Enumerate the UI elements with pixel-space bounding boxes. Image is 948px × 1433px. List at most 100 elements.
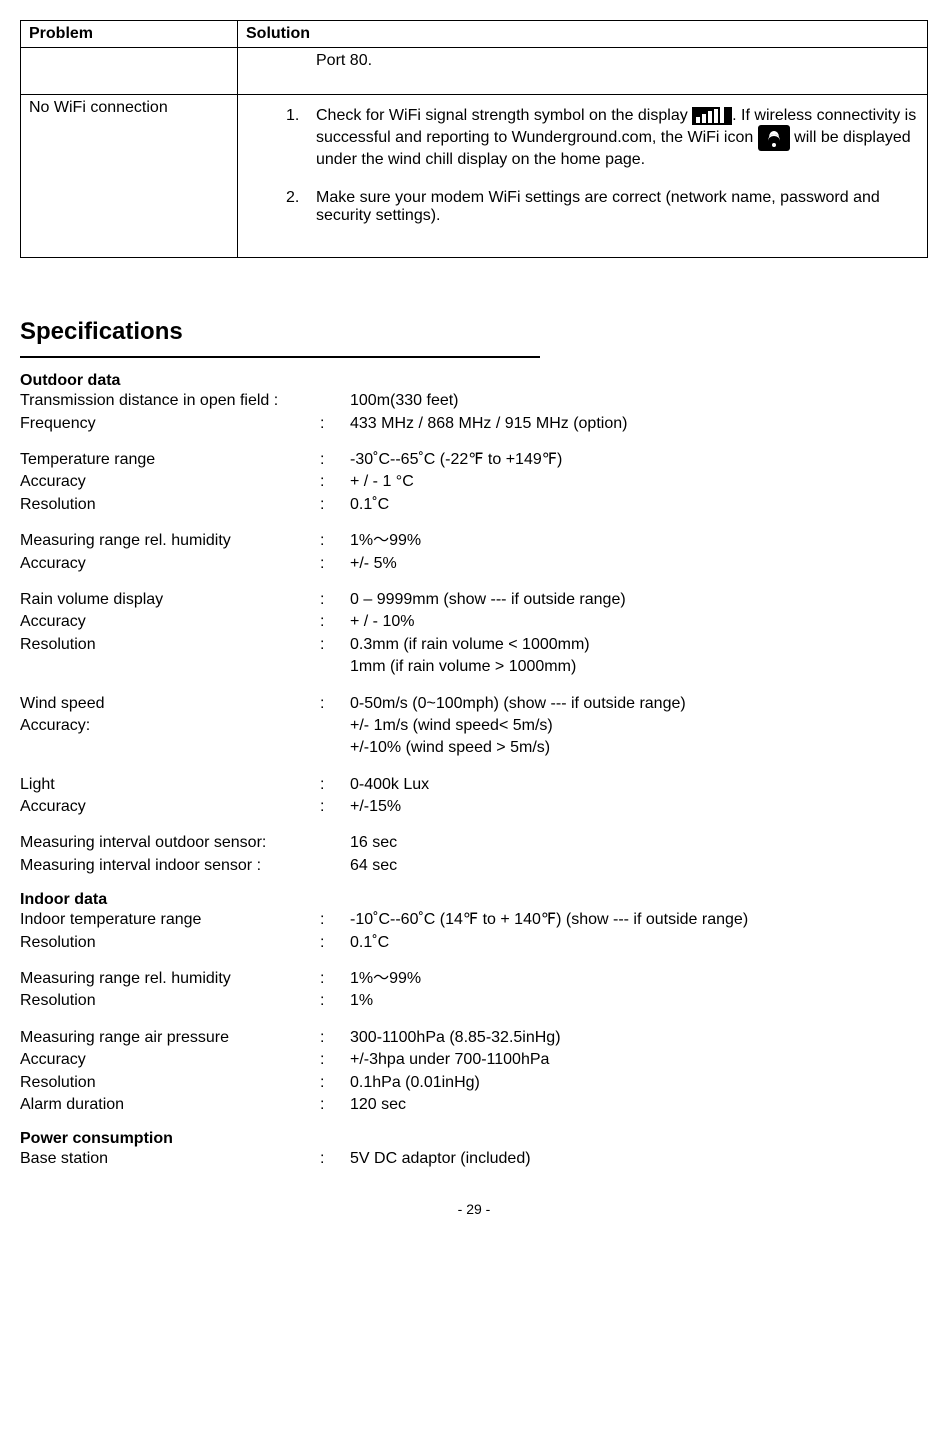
spec-row: Accuracy : + / - 1 °C — [20, 471, 928, 493]
spec-row: Frequency : 433 MHz / 868 MHz / 915 MHz … — [20, 413, 928, 435]
spec-colon: : — [320, 530, 350, 552]
spec-colon: : — [320, 589, 350, 611]
spec-row: Base station : 5V DC adaptor (included) — [20, 1148, 928, 1170]
spec-label: Frequency — [20, 413, 320, 435]
step-text-part: Check for WiFi signal strength symbol on… — [316, 107, 692, 124]
specifications-heading: Specifications — [20, 318, 928, 346]
spec-row: +/-10% (wind speed > 5m/s) — [20, 737, 928, 759]
spec-label: Resolution — [20, 1072, 320, 1094]
spec-colon: : — [320, 1027, 350, 1049]
spec-label: Light — [20, 774, 320, 796]
spec-colon — [320, 737, 350, 759]
table-cell-solution: Port 80. — [238, 48, 928, 95]
spec-label: Transmission distance in open field : — [20, 390, 320, 412]
step-text: Make sure your modem WiFi settings are c… — [316, 189, 880, 224]
spec-colon: : — [320, 1049, 350, 1071]
spec-value: 1mm (if rain volume > 1000mm) — [350, 656, 928, 678]
page-number: - 29 - — [20, 1201, 928, 1217]
spec-colon: : — [320, 413, 350, 435]
spec-group-intervals: Measuring interval outdoor sensor: 16 se… — [20, 832, 928, 877]
spec-group-wind: Wind speed : 0-50m/s (0~100mph) (show --… — [20, 693, 928, 760]
spec-value: 1%～99% — [350, 530, 928, 552]
spec-value: 0.1hPa (0.01inHg) — [350, 1072, 928, 1094]
spec-label: Indoor temperature range — [20, 909, 320, 931]
spec-colon — [320, 390, 350, 412]
step-number: 2. — [286, 189, 299, 207]
spec-label: Resolution — [20, 494, 320, 516]
spec-row: 1mm (if rain volume > 1000mm) — [20, 656, 928, 678]
spec-value: -10˚C--60˚C (14℉ to + 140℉) (show --- if… — [350, 909, 928, 931]
spec-label: Measuring interval outdoor sensor: — [20, 832, 320, 854]
spec-colon — [320, 656, 350, 678]
spec-label: Measuring range rel. humidity — [20, 968, 320, 990]
table-header-problem: Problem — [21, 21, 238, 48]
spec-colon: : — [320, 494, 350, 516]
spec-label: Accuracy — [20, 553, 320, 575]
spec-label: Temperature range — [20, 449, 320, 471]
spec-value: 0.1˚C — [350, 932, 928, 954]
spec-value: 64 sec — [350, 855, 928, 877]
spec-label: Accuracy — [20, 471, 320, 493]
spec-value: 100m(330 feet) — [350, 390, 928, 412]
spec-value: + / - 1 °C — [350, 471, 928, 493]
solution-step: 1. Check for WiFi signal strength symbol… — [246, 107, 919, 169]
spec-row: Indoor temperature range : -10˚C--60˚C (… — [20, 909, 928, 931]
spec-value: +/-10% (wind speed > 5m/s) — [350, 737, 928, 759]
spec-row: Accuracy : +/-15% — [20, 796, 928, 818]
spec-colon: : — [320, 968, 350, 990]
divider — [20, 356, 540, 358]
spec-label: Resolution — [20, 634, 320, 656]
spec-row: Alarm duration : 120 sec — [20, 1094, 928, 1116]
spec-row: Resolution : 0.1˚C — [20, 494, 928, 516]
spec-label: Measuring range air pressure — [20, 1027, 320, 1049]
spec-label: Resolution — [20, 932, 320, 954]
spec-value: 120 sec — [350, 1094, 928, 1116]
spec-row: Transmission distance in open field : 10… — [20, 390, 928, 412]
spec-row: Resolution : 0.3mm (if rain volume < 100… — [20, 634, 928, 656]
problem-solution-table: Problem Solution Port 80. No WiFi connec… — [20, 20, 928, 258]
spec-value: +/- 5% — [350, 553, 928, 575]
spec-label: Accuracy: — [20, 715, 320, 737]
spec-colon: : — [320, 909, 350, 931]
spec-row: Resolution : 0.1˚C — [20, 932, 928, 954]
spec-label: Resolution — [20, 990, 320, 1012]
table-header-solution: Solution — [238, 21, 928, 48]
spec-value: 16 sec — [350, 832, 928, 854]
spec-colon: : — [320, 990, 350, 1012]
spec-label: Base station — [20, 1148, 320, 1170]
spec-group-pressure: Measuring range air pressure : 300-1100h… — [20, 1027, 928, 1117]
spec-row: Measuring range rel. humidity : 1%～99% — [20, 968, 928, 990]
spec-label: Measuring interval indoor sensor : — [20, 855, 320, 877]
spec-row: Accuracy : +/-3hpa under 700-1100hPa — [20, 1049, 928, 1071]
spec-value: 300-1100hPa (8.85-32.5inHg) — [350, 1027, 928, 1049]
spec-colon: : — [320, 611, 350, 633]
spec-label: Alarm duration — [20, 1094, 320, 1116]
power-consumption-heading: Power consumption — [20, 1130, 928, 1148]
spec-colon — [320, 855, 350, 877]
spec-value: 433 MHz / 868 MHz / 915 MHz (option) — [350, 413, 928, 435]
spec-row: Temperature range : -30˚C--65˚C (-22℉ to… — [20, 449, 928, 471]
spec-label — [20, 737, 320, 759]
spec-colon: : — [320, 471, 350, 493]
spec-group-humidity: Measuring range rel. humidity : 1%～99% A… — [20, 530, 928, 575]
spec-value: 0-50m/s (0~100mph) (show --- if outside … — [350, 693, 928, 715]
spec-row: Measuring range air pressure : 300-1100h… — [20, 1027, 928, 1049]
spec-colon: : — [320, 796, 350, 818]
spec-label — [20, 656, 320, 678]
spec-value: -30˚C--65˚C (-22℉ to +149℉) — [350, 449, 928, 471]
spec-row: Accuracy: +/- 1m/s (wind speed< 5m/s) — [20, 715, 928, 737]
solution-text: Port 80. — [246, 52, 919, 70]
spec-row: Resolution : 0.1hPa (0.01inHg) — [20, 1072, 928, 1094]
spec-group-light: Light : 0-400k Lux Accuracy : +/-15% — [20, 774, 928, 819]
outdoor-data-heading: Outdoor data — [20, 372, 928, 390]
solution-step: 2. Make sure your modem WiFi settings ar… — [246, 189, 919, 225]
signal-bars-icon — [692, 107, 732, 125]
spec-group-temperature: Temperature range : -30˚C--65˚C (-22℉ to… — [20, 449, 928, 516]
spec-label: Measuring range rel. humidity — [20, 530, 320, 552]
spec-colon: : — [320, 932, 350, 954]
spec-value: +/-15% — [350, 796, 928, 818]
spec-row: Accuracy : + / - 10% — [20, 611, 928, 633]
spec-value: 0.1˚C — [350, 494, 928, 516]
spec-value: 0.3mm (if rain volume < 1000mm) — [350, 634, 928, 656]
step-number: 1. — [286, 107, 299, 125]
